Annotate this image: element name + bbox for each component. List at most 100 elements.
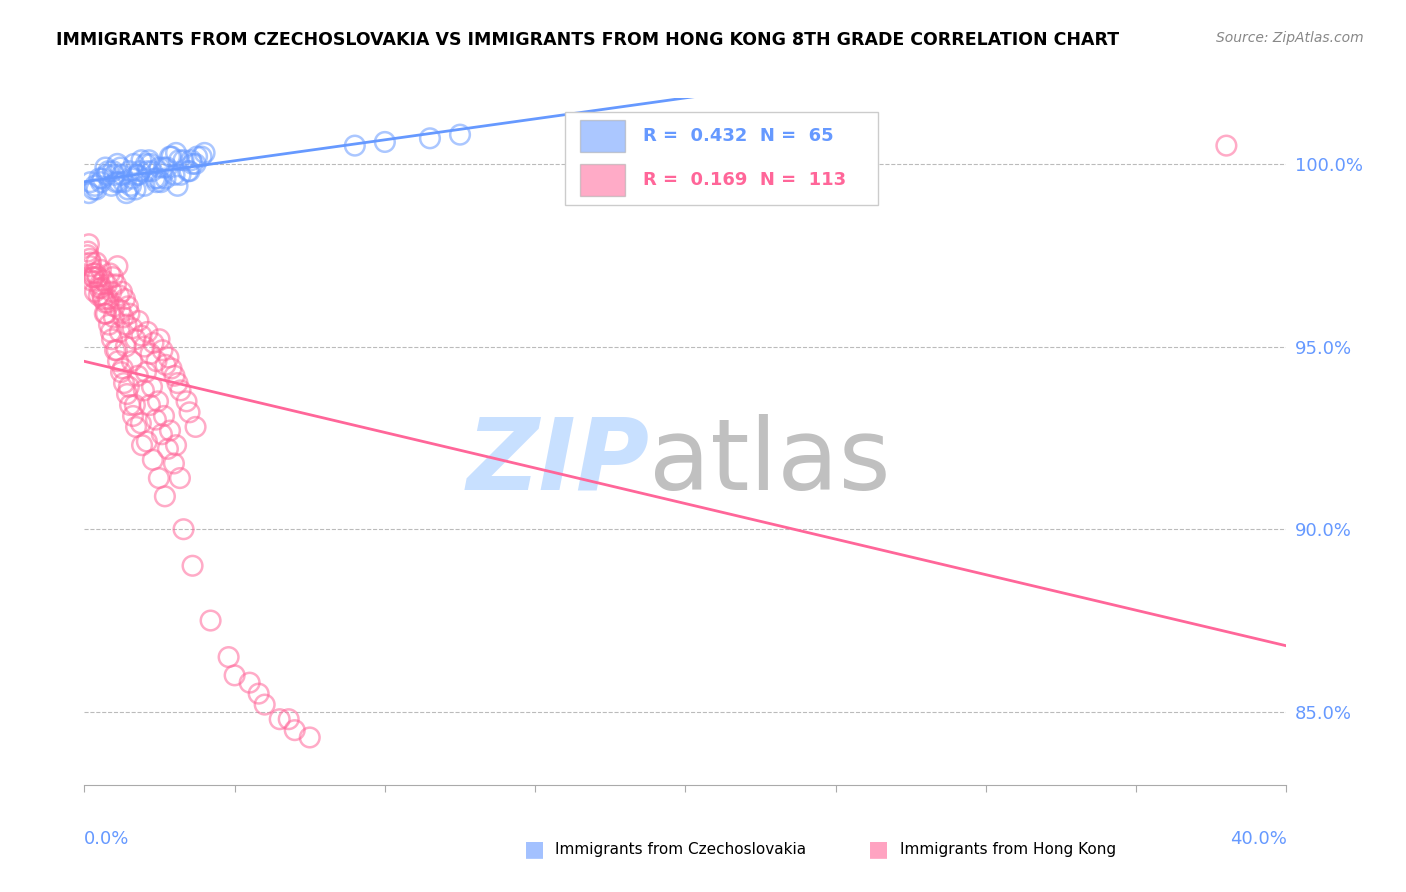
Point <box>167 153 190 168</box>
Point <box>153 489 176 503</box>
Point <box>139 157 162 171</box>
Point <box>156 442 179 456</box>
Point <box>136 325 159 339</box>
Point <box>118 398 141 412</box>
Text: R =  0.169  N =  113: R = 0.169 N = 113 <box>644 171 846 189</box>
Point <box>91 171 114 186</box>
Point <box>97 292 120 306</box>
Point <box>148 471 170 485</box>
Point <box>82 182 104 196</box>
FancyBboxPatch shape <box>565 112 877 204</box>
Point <box>165 145 187 160</box>
Point <box>97 295 120 310</box>
Point <box>77 244 100 259</box>
Point <box>115 186 138 200</box>
Text: 40.0%: 40.0% <box>1230 830 1286 847</box>
Point <box>150 427 173 442</box>
Point <box>87 270 110 285</box>
Text: IMMIGRANTS FROM CZECHOSLOVAKIA VS IMMIGRANTS FROM HONG KONG 8TH GRADE CORRELATIO: IMMIGRANTS FROM CZECHOSLOVAKIA VS IMMIGR… <box>56 31 1119 49</box>
Point <box>146 171 169 186</box>
Point <box>166 178 188 193</box>
Point <box>121 321 143 335</box>
Point <box>101 332 124 346</box>
Point <box>200 614 222 628</box>
Point <box>90 175 112 189</box>
Point <box>163 168 186 182</box>
Point <box>80 255 103 269</box>
Point <box>96 277 118 292</box>
Point <box>179 164 201 178</box>
Point <box>157 351 180 365</box>
Point <box>184 420 207 434</box>
Point <box>159 424 181 438</box>
Point <box>117 182 139 196</box>
Point <box>218 650 240 665</box>
Point <box>277 712 299 726</box>
Point <box>121 354 143 368</box>
Point <box>103 310 125 325</box>
Point <box>82 267 104 281</box>
Point <box>111 285 134 299</box>
Point <box>114 292 136 306</box>
Point <box>117 299 139 313</box>
Point <box>110 303 132 318</box>
Point <box>91 292 114 306</box>
Point <box>104 343 127 358</box>
Point <box>163 457 186 471</box>
Point <box>87 288 110 302</box>
Point <box>134 178 156 193</box>
Point <box>143 171 166 186</box>
Point <box>79 259 101 273</box>
Point <box>79 252 101 266</box>
Point <box>79 175 101 189</box>
Point <box>100 285 122 299</box>
Point <box>112 175 135 189</box>
Point <box>114 340 136 354</box>
Point <box>89 171 111 186</box>
Point <box>148 161 170 175</box>
Point <box>104 277 127 292</box>
Point <box>176 394 198 409</box>
Point <box>224 668 246 682</box>
Text: 0.0%: 0.0% <box>84 830 129 847</box>
Point <box>94 307 117 321</box>
Point <box>134 340 156 354</box>
Point <box>135 157 157 171</box>
Point <box>1215 138 1237 153</box>
Point <box>449 128 471 142</box>
Point <box>181 157 204 171</box>
Point <box>239 675 262 690</box>
Point <box>86 255 108 269</box>
Point <box>108 288 131 302</box>
Point <box>108 325 131 339</box>
Point <box>115 318 138 332</box>
Point <box>77 186 100 200</box>
Point <box>127 368 149 383</box>
Point <box>153 409 176 423</box>
Point <box>97 164 120 178</box>
Point <box>142 452 165 467</box>
Point <box>80 274 103 288</box>
Point <box>107 157 129 171</box>
Point <box>419 131 441 145</box>
Point <box>181 558 204 573</box>
Point <box>139 398 162 412</box>
Point <box>100 325 122 339</box>
Point <box>110 365 132 379</box>
Point <box>131 153 153 168</box>
Point <box>159 150 181 164</box>
Text: atlas: atlas <box>650 414 891 510</box>
Point <box>160 150 183 164</box>
Point <box>101 164 124 178</box>
Point <box>163 368 186 383</box>
Point <box>131 328 153 343</box>
Point <box>169 384 191 398</box>
Point <box>343 138 366 153</box>
Point <box>155 358 177 372</box>
Point <box>135 434 157 449</box>
Point <box>124 182 146 196</box>
Point <box>107 354 129 368</box>
Point <box>145 175 167 189</box>
Point <box>77 237 100 252</box>
Point <box>142 335 165 350</box>
